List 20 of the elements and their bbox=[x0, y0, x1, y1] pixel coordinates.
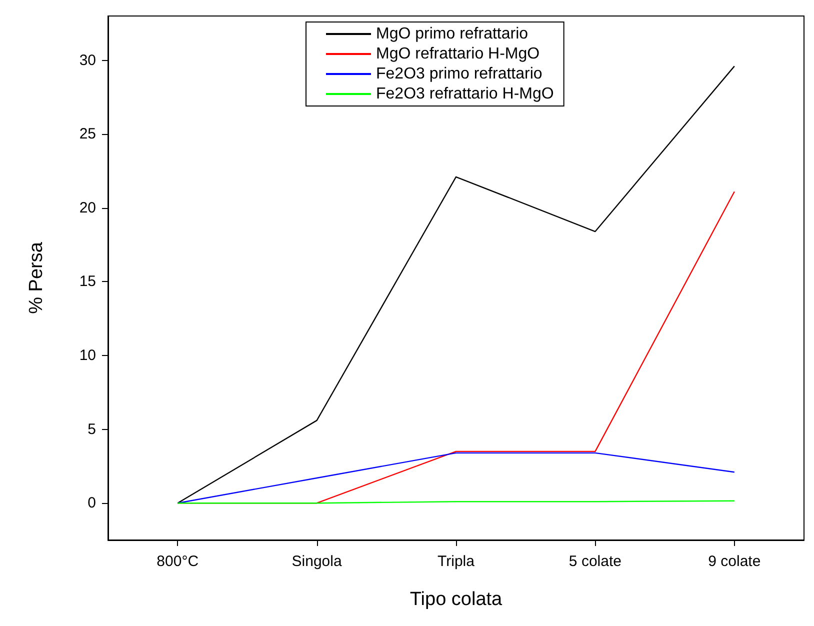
legend-label: MgO refrattario H-MgO bbox=[376, 46, 540, 62]
legend-label: Fe2O3 refrattario H-MgO bbox=[376, 86, 554, 102]
x-tick-label: 800°C bbox=[156, 553, 199, 570]
legend-label: MgO primo refrattario bbox=[376, 26, 528, 42]
y-tick-label: 30 bbox=[79, 52, 96, 69]
x-axis-title: Tipo colata bbox=[410, 589, 503, 610]
y-tick-label: 0 bbox=[88, 494, 96, 512]
y-tick-label: 25 bbox=[79, 126, 96, 143]
y-axis-title: % Persa bbox=[26, 242, 47, 314]
x-tick-label: 5 colate bbox=[568, 553, 622, 570]
x-tick-label: Singola bbox=[292, 553, 342, 570]
y-tick-label: 15 bbox=[79, 273, 96, 290]
line-series bbox=[177, 452, 735, 504]
y-tick-label: 5 bbox=[88, 420, 96, 438]
x-tick-label: Tripla bbox=[438, 553, 476, 570]
line-series bbox=[177, 66, 735, 504]
legend-label: Fe2O3 primo refrattario bbox=[376, 66, 542, 82]
y-tick-label: 10 bbox=[79, 346, 96, 364]
x-tick-label: 9 colate bbox=[708, 553, 761, 570]
y-tick-label: 20 bbox=[79, 199, 96, 216]
